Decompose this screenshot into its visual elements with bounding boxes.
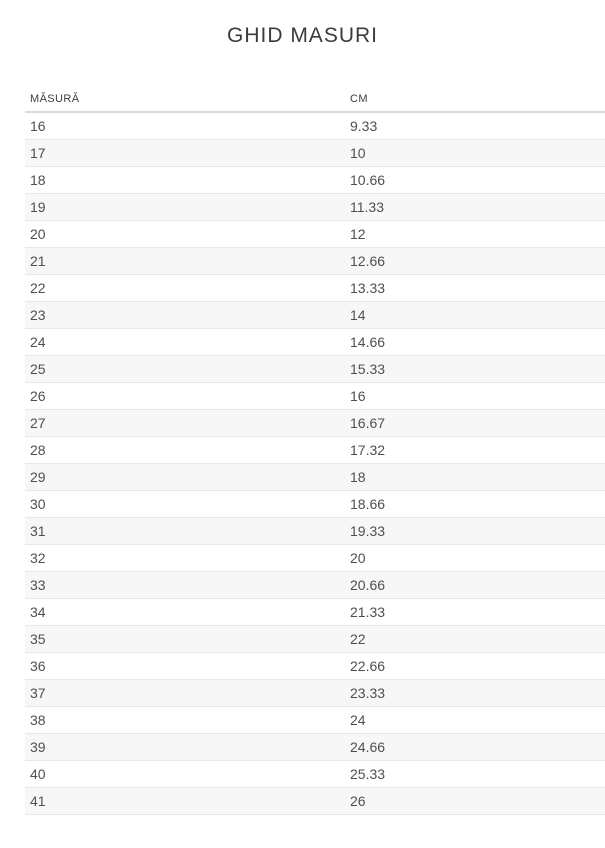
table-cell: 37 [30, 685, 46, 701]
table-cell: 35 [30, 631, 46, 647]
table-cell: 23.33 [350, 685, 386, 701]
table-row: 36 22.66 [25, 653, 605, 680]
table-row: 29 18 [25, 463, 605, 491]
table-cell: 16 [30, 118, 46, 134]
table-row: 25 15.33 [25, 355, 605, 383]
page-title: GHID MASURI [226, 24, 378, 47]
table-cell: 38 [30, 712, 46, 728]
table-row: 16 9.33 [25, 112, 605, 140]
table-cell: 25.33 [350, 766, 386, 782]
table-cell: 19.33 [350, 523, 386, 539]
table-row: 37 23.33 [25, 679, 605, 707]
table-row: 41 26 [25, 787, 605, 815]
table-cell: 15.33 [350, 361, 386, 377]
size-table: MĂSURĂ CM 16 9.33 17 10 18 10.66 19 11.33 20 12 21… [25, 88, 605, 815]
table-row: 30 18.66 [25, 491, 605, 518]
table-cell: 20.66 [350, 577, 386, 593]
table-header-row: MĂSURĂ CM [25, 88, 605, 113]
table-row: 26 16 [25, 383, 605, 410]
table-cell: 17 [30, 145, 46, 161]
table-cell: 12 [350, 226, 366, 242]
table-row: 21 12.66 [25, 247, 605, 275]
table-cell: 14.66 [350, 334, 386, 350]
table-row: 22 13.33 [25, 275, 605, 302]
table-cell: 25 [30, 361, 46, 377]
table-cell: 33 [30, 577, 46, 593]
size-table-body: 16 9.33 17 10 18 10.66 19 11.33 20 12 21 12.66 22 13.… [25, 112, 605, 815]
table-cell: 12.66 [350, 253, 386, 269]
table-cell: 18.66 [350, 496, 386, 512]
table-row: 40 25.33 [25, 761, 605, 788]
table-cell: 40 [30, 766, 46, 782]
table-cell: 18 [30, 172, 46, 188]
table-cell: 26 [350, 793, 366, 809]
table-cell: 10.66 [350, 172, 386, 188]
table-cell: 31 [30, 523, 46, 539]
table-row: 31 19.33 [25, 517, 605, 545]
table-cell: 16.67 [350, 415, 386, 431]
table-cell: 21 [30, 253, 46, 269]
table-cell: 14 [350, 307, 366, 323]
table-cell: 19 [30, 199, 46, 215]
table-cell: 20 [350, 550, 366, 566]
table-row: 32 20 [25, 545, 605, 572]
table-cell: 39 [30, 739, 46, 755]
table-cell: 24 [350, 712, 366, 728]
table-row: 20 12 [25, 221, 605, 248]
table-cell: 9.33 [350, 118, 378, 134]
table-cell: 41 [30, 793, 46, 809]
table-row: 38 24 [25, 707, 605, 734]
table-cell: 26 [30, 388, 46, 404]
table-row: 23 14 [25, 301, 605, 329]
table-row: 24 14.66 [25, 329, 605, 356]
table-cell: 10 [350, 145, 366, 161]
table-cell: 21.33 [350, 604, 386, 620]
table-cell: 24.66 [350, 739, 386, 755]
table-row: 28 17.32 [25, 437, 605, 464]
column-header-masura: MĂSURĂ [25, 88, 345, 113]
table-cell: 32 [30, 550, 46, 566]
table-row: 19 11.33 [25, 193, 605, 221]
table-row: 34 21.33 [25, 599, 605, 626]
size-guide-page: GHID MASURI MĂSURĂ CM 16 9.33 17 10 18 10.66 1… [0, 22, 605, 815]
table-cell: 22 [30, 280, 46, 296]
column-header-cm: CM [345, 88, 605, 113]
table-cell: 17.32 [350, 442, 386, 458]
table-cell: 20 [30, 226, 46, 242]
table-row: 27 16.67 [25, 409, 605, 437]
table-cell: 24 [30, 334, 46, 350]
table-row: 17 10 [25, 139, 605, 167]
size-table-head: MĂSURĂ CM [25, 88, 605, 113]
table-cell: 27 [30, 415, 46, 431]
table-cell: 22 [350, 631, 366, 647]
table-cell: 18 [350, 469, 366, 485]
table-cell: 22.66 [350, 658, 386, 674]
table-cell: 11.33 [350, 199, 384, 215]
table-row: 18 10.66 [25, 167, 605, 194]
table-cell: 28 [30, 442, 46, 458]
table-row: 35 22 [25, 625, 605, 653]
table-cell: 23 [30, 307, 46, 323]
table-row: 39 24.66 [25, 733, 605, 761]
table-cell: 34 [30, 604, 46, 620]
table-cell: 29 [30, 469, 46, 485]
table-cell: 36 [30, 658, 46, 674]
table-row: 33 20.66 [25, 571, 605, 599]
table-cell: 16 [350, 388, 366, 404]
table-cell: 30 [30, 496, 46, 512]
table-cell: 13.33 [350, 280, 386, 296]
